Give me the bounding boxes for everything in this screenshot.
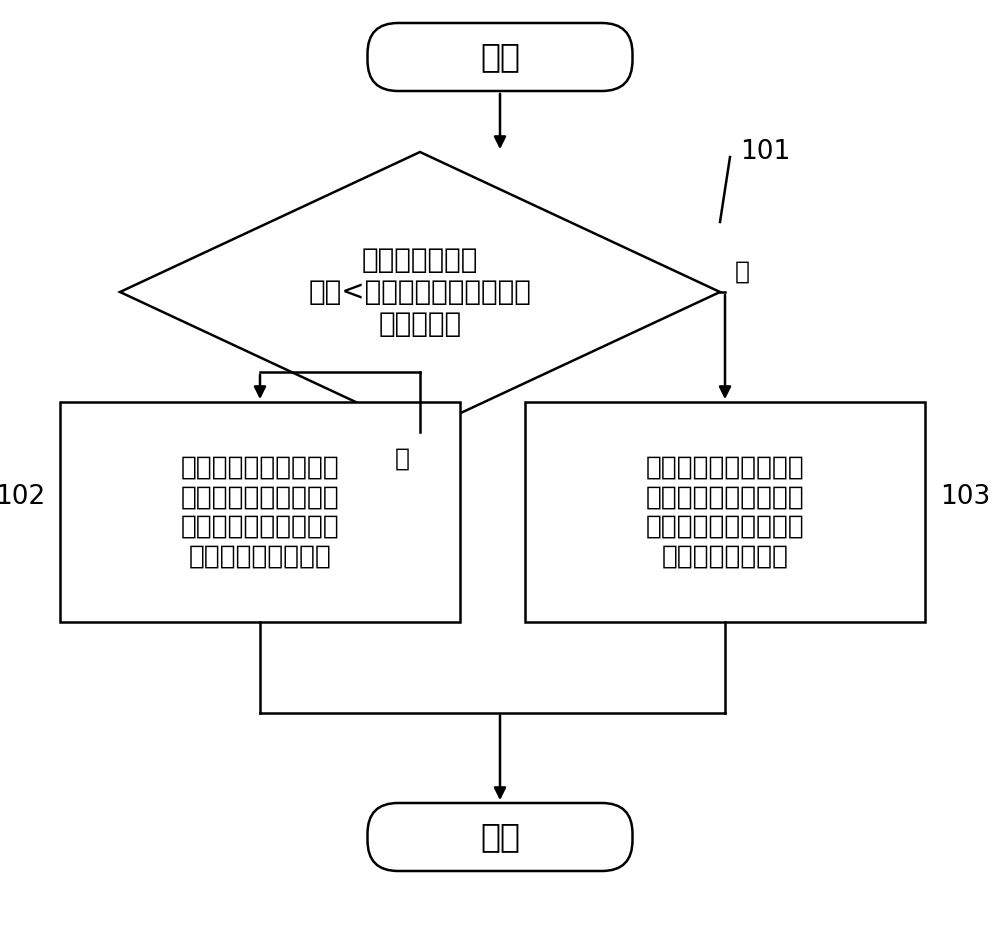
Text: 额定功率和电网调度需: 额定功率和电网调度需 [646, 485, 804, 511]
Text: 能电站分配的功率: 能电站分配的功率 [662, 543, 788, 569]
Text: 储能电站分配的功率: 储能电站分配的功率 [189, 543, 331, 569]
Text: 求功率量确定电化学储: 求功率量确定电化学储 [646, 514, 804, 540]
Polygon shape [120, 152, 720, 432]
Bar [525, 402, 925, 622]
Text: 是: 是 [394, 447, 410, 471]
Text: 电网调度需求功: 电网调度需求功 [362, 246, 478, 274]
Text: 结束: 结束 [480, 820, 520, 854]
Text: 定容量之和: 定容量之和 [378, 310, 462, 338]
Text: 率量<所有电化学储能电站额: 率量<所有电化学储能电站额 [309, 278, 531, 306]
Bar [60, 402, 460, 622]
Text: 101: 101 [740, 139, 790, 165]
Text: 103: 103 [940, 484, 990, 510]
Text: 利用电化学储能电站的: 利用电化学储能电站的 [646, 455, 804, 481]
Text: 利用所述电化学储能电: 利用所述电化学储能电 [181, 455, 339, 481]
Text: 评价系数确定各电化学: 评价系数确定各电化学 [181, 514, 339, 540]
Text: 否: 否 [735, 260, 750, 284]
Text: 站参与电网调度的综合: 站参与电网调度的综合 [181, 485, 339, 511]
Text: 102: 102 [0, 484, 45, 510]
FancyBboxPatch shape [368, 803, 633, 871]
Text: 开始: 开始 [480, 40, 520, 74]
FancyBboxPatch shape [368, 23, 633, 91]
